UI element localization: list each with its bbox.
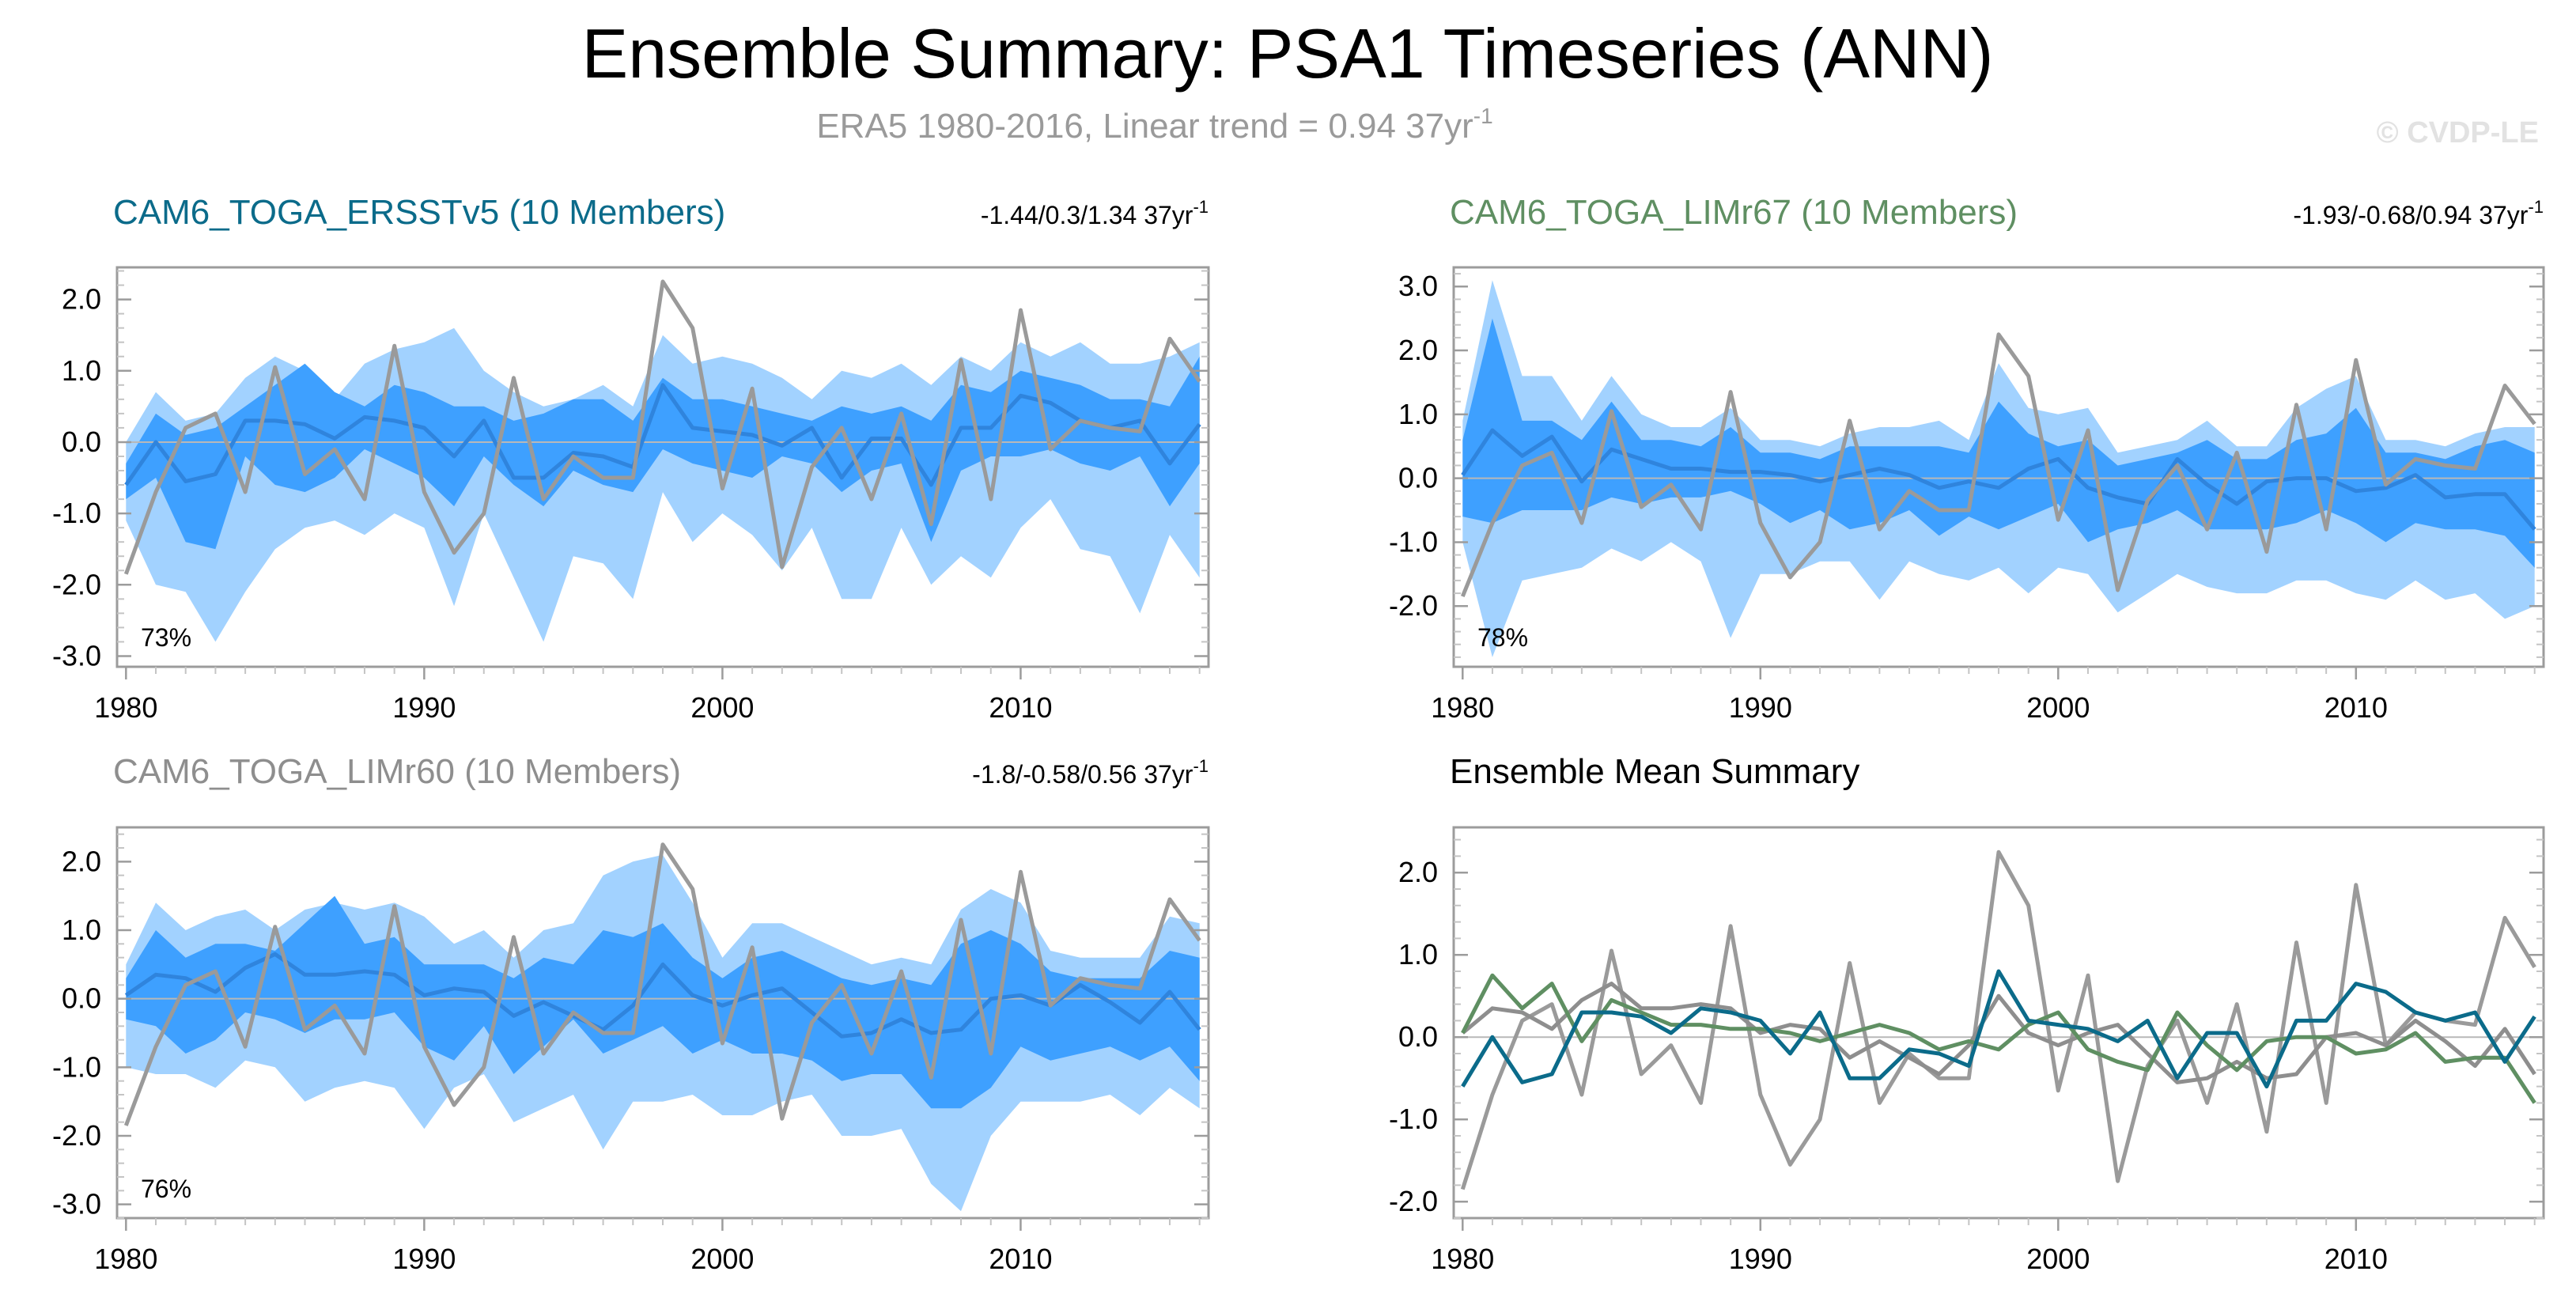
panel-limr60: CAM6_TOGA_LIMr60 (10 Members) -1.8/-0.58/… xyxy=(52,752,1210,1275)
inner-spread-band xyxy=(126,356,1200,550)
panel-title: CAM6_TOGA_LIMr60 (10 Members) xyxy=(113,752,681,791)
watermark: © CVDP-LE xyxy=(2377,116,2539,149)
trend-value: -1.44/0.3/1.34 37yr xyxy=(981,201,1193,229)
y-tick-label: 1.0 xyxy=(1398,938,1438,971)
x-tick-label: 2010 xyxy=(989,691,1052,724)
inner-spread-band xyxy=(1462,318,2535,568)
y-tick-label: 0.0 xyxy=(1398,462,1438,494)
y-tick-label: 1.0 xyxy=(1398,398,1438,430)
panel-trend: -1.93/-0.68/0.94 37yr-1 xyxy=(2293,197,2544,229)
panel-limr67: CAM6_TOGA_LIMr67 (10 Members) -1.93/-0.68… xyxy=(1389,193,2545,724)
x-tick-label: 2000 xyxy=(690,1243,754,1275)
panel-title: CAM6_TOGA_LIMr67 (10 Members) xyxy=(1450,193,2018,232)
x-tick-label: 1980 xyxy=(94,691,157,724)
series-line-era5 xyxy=(123,279,1201,575)
x-tick-label: 2000 xyxy=(2026,1243,2090,1275)
x-tick-label: 2010 xyxy=(2324,1243,2388,1275)
panel-trend: -1.8/-0.58/0.56 37yr-1 xyxy=(972,756,1209,789)
y-tick-label: 0.0 xyxy=(62,982,101,1015)
series-line-cam6-toga-ersstv5 xyxy=(1461,969,2536,1089)
series-line-era5 xyxy=(1460,332,2536,598)
y-tick-label: -2.0 xyxy=(1389,1185,1438,1217)
x-tick-label: 1990 xyxy=(1729,691,1792,724)
y-tick-label: -2.0 xyxy=(52,568,101,600)
y-tick-label: -2.0 xyxy=(1389,589,1438,622)
percent-label: 78% xyxy=(1477,623,1528,652)
panel-title: Ensemble Mean Summary xyxy=(1450,752,1859,791)
trend-sup: -1 xyxy=(2528,197,2544,217)
series-line-cam6-toga-limr67 xyxy=(1461,973,2536,1104)
ensemble-mean-line xyxy=(124,952,1201,1039)
inner-spread-band xyxy=(126,895,1200,1109)
y-tick-label: 0.0 xyxy=(1398,1020,1438,1053)
x-tick-label: 1980 xyxy=(1431,1243,1494,1275)
y-tick-label: -1.0 xyxy=(52,497,101,529)
percent-label: 76% xyxy=(141,1175,191,1203)
y-tick-label: 0.0 xyxy=(62,426,101,458)
plot-area xyxy=(1454,849,2544,1190)
series-line-cam6-toga-limr60 xyxy=(1461,982,2536,1084)
figure-subtitle: ERA5 1980-2016, Linear trend = 0.94 37yr… xyxy=(816,104,1492,146)
y-tick-label: -2.0 xyxy=(52,1119,101,1152)
y-tick-label: -1.0 xyxy=(1389,1103,1438,1135)
x-tick-label: 2000 xyxy=(2026,691,2090,724)
panel-title: CAM6_TOGA_ERSSTv5 (10 Members) xyxy=(113,193,725,232)
y-tick-label: 1.0 xyxy=(62,354,101,387)
y-tick-label: 1.0 xyxy=(62,914,101,946)
x-tick-label: 1990 xyxy=(392,1243,456,1275)
y-tick-label: -1.0 xyxy=(1389,525,1438,558)
panel-mean: Ensemble Mean Summary 2.0 1.0 0.0 -1.0 -2.0 19… xyxy=(1389,752,2545,1275)
y-tick-label: 2.0 xyxy=(1398,856,1438,888)
trend-sup: -1 xyxy=(1193,756,1209,776)
x-tick-label: 1990 xyxy=(1729,1243,1792,1275)
plot-area xyxy=(117,279,1209,642)
ensemble-mean-line xyxy=(1461,428,2536,531)
plot-area xyxy=(117,842,1209,1212)
figure-title: Ensemble Summary: PSA1 Timeseries (ANN) xyxy=(582,14,1994,93)
y-tick-label: 2.0 xyxy=(62,845,101,877)
series-line-era5 xyxy=(123,842,1201,1126)
subtitle-text: ERA5 1980-2016, Linear trend = 0.94 37yr xyxy=(816,107,1473,146)
x-tick-label: 2010 xyxy=(2324,691,2388,724)
y-tick-label: 3.0 xyxy=(1398,270,1438,302)
panel-trend: -1.44/0.3/1.34 37yr-1 xyxy=(981,197,1209,229)
x-tick-label: 1990 xyxy=(392,691,456,724)
y-tick-label: 2.0 xyxy=(62,283,101,316)
x-tick-label: 2000 xyxy=(690,691,754,724)
series-line-era5 xyxy=(1460,849,2536,1190)
plot-area xyxy=(1454,280,2544,657)
x-tick-label: 1980 xyxy=(1431,691,1494,724)
y-tick-label: -3.0 xyxy=(52,639,101,672)
trend-sup: -1 xyxy=(1193,197,1209,217)
percent-label: 73% xyxy=(141,623,191,652)
y-tick-label: -3.0 xyxy=(52,1188,101,1220)
subtitle-sup: -1 xyxy=(1473,104,1493,128)
ensemble-mean-line xyxy=(124,383,1201,487)
y-tick-label: 2.0 xyxy=(1398,334,1438,366)
trend-value: -1.8/-0.58/0.56 37yr xyxy=(972,760,1193,789)
panels: CAM6_TOGA_ERSSTv5 (10 Members) -1.44/0.3/… xyxy=(52,193,2545,1275)
y-tick-label: -1.0 xyxy=(52,1050,101,1083)
x-tick-label: 2010 xyxy=(989,1243,1052,1275)
x-tick-label: 1980 xyxy=(94,1243,157,1275)
trend-value: -1.93/-0.68/0.94 37yr xyxy=(2293,201,2528,229)
panel-ersst: CAM6_TOGA_ERSSTv5 (10 Members) -1.44/0.3/… xyxy=(52,193,1210,724)
